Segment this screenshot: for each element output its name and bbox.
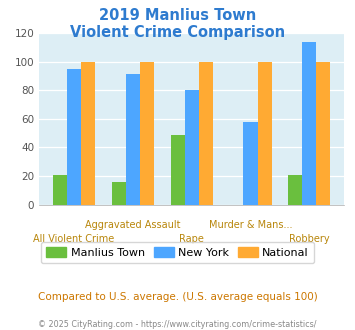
Text: Murder & Mans...: Murder & Mans... bbox=[209, 220, 292, 230]
Bar bbox=[170, 135, 185, 205]
Bar bbox=[258, 62, 272, 205]
Text: All Violent Crime: All Violent Crime bbox=[33, 234, 115, 244]
Bar bbox=[67, 69, 81, 205]
Text: © 2025 CityRating.com - https://www.cityrating.com/crime-statistics/: © 2025 CityRating.com - https://www.city… bbox=[38, 320, 317, 329]
Bar bbox=[244, 122, 258, 205]
Text: Aggravated Assault: Aggravated Assault bbox=[85, 220, 181, 230]
Bar bbox=[140, 62, 154, 205]
Bar bbox=[53, 175, 67, 205]
Text: Compared to U.S. average. (U.S. average equals 100): Compared to U.S. average. (U.S. average … bbox=[38, 292, 317, 302]
Text: 2019 Manlius Town: 2019 Manlius Town bbox=[99, 8, 256, 23]
Bar bbox=[199, 62, 213, 205]
Bar bbox=[302, 42, 316, 205]
Text: Violent Crime Comparison: Violent Crime Comparison bbox=[70, 25, 285, 40]
Text: Robbery: Robbery bbox=[289, 234, 329, 244]
Bar bbox=[316, 62, 331, 205]
Bar bbox=[126, 75, 140, 205]
Legend: Manlius Town, New York, National: Manlius Town, New York, National bbox=[40, 242, 315, 263]
Bar bbox=[288, 175, 302, 205]
Bar bbox=[185, 90, 199, 205]
Bar bbox=[112, 182, 126, 205]
Bar bbox=[81, 62, 95, 205]
Text: Rape: Rape bbox=[179, 234, 204, 244]
